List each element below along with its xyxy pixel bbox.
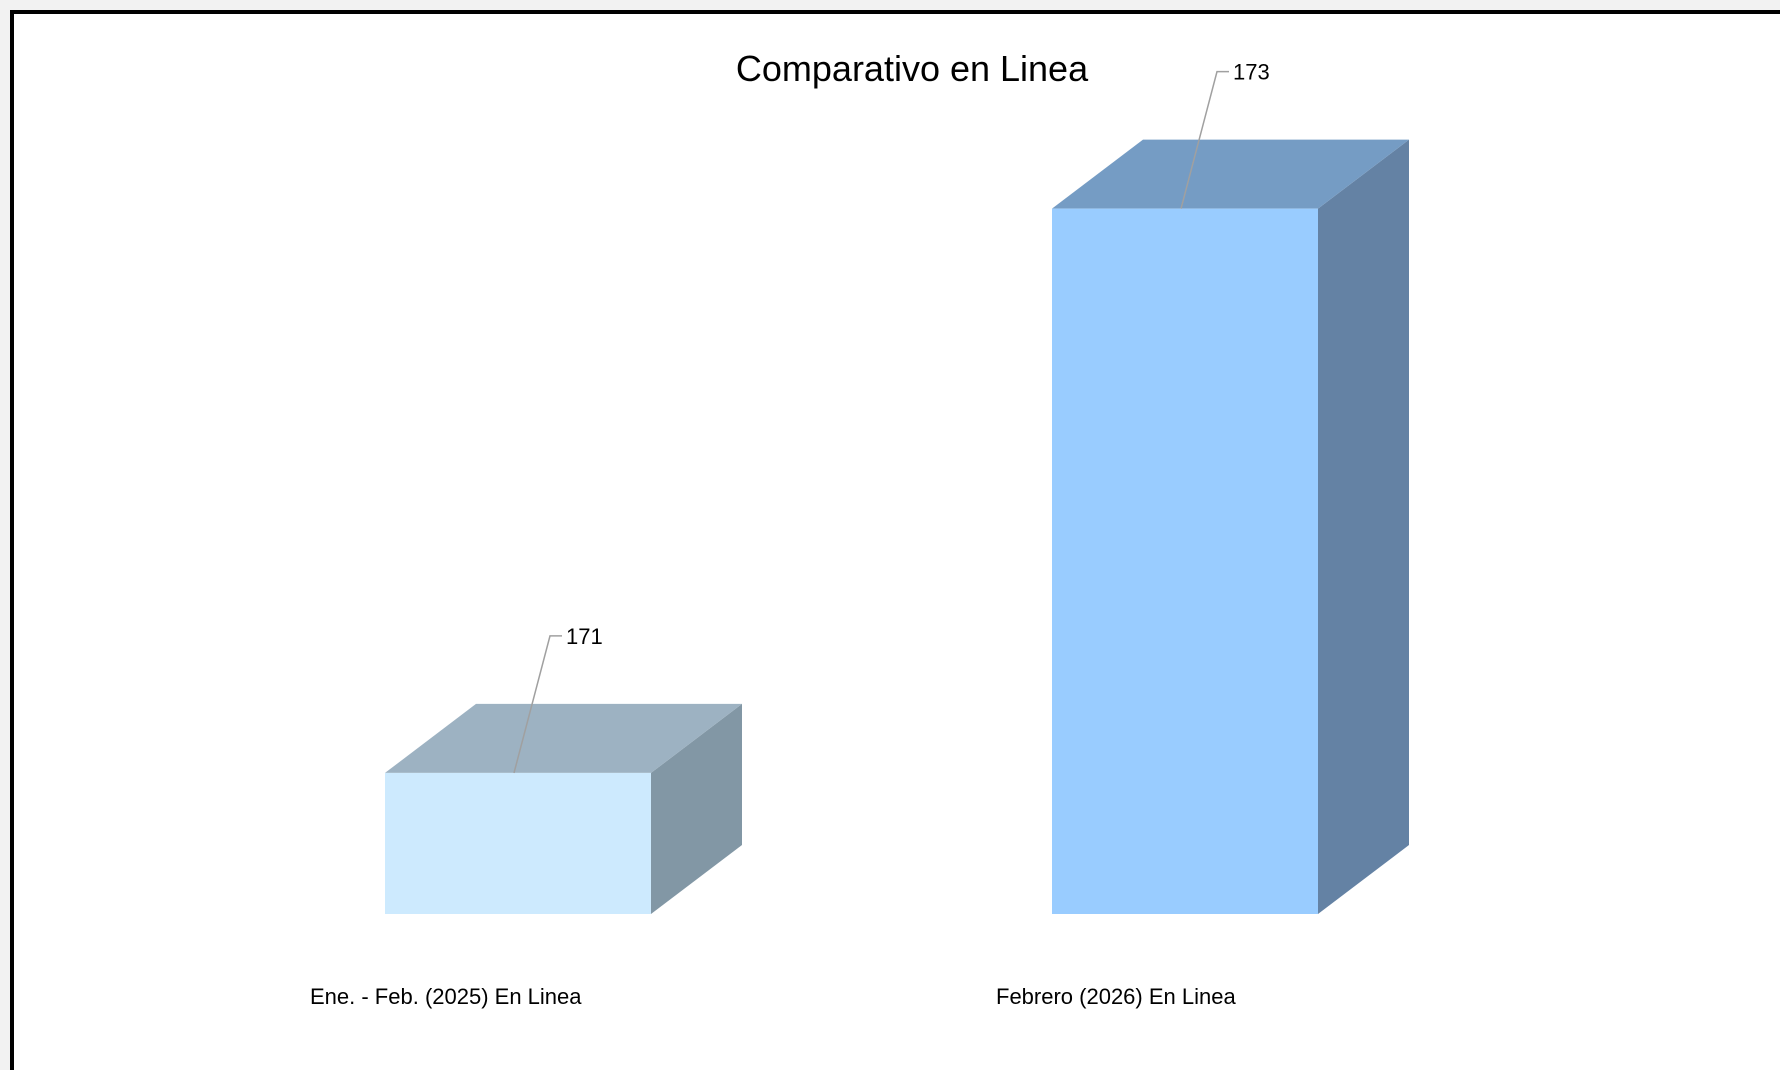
- bar-1[interactable]: [385, 773, 651, 914]
- data-label-2: 173: [1233, 60, 1270, 85]
- data-label-1: 171: [566, 624, 603, 649]
- bar-side-2: [1318, 140, 1409, 914]
- chart-frame: Comparativo en Linea 171 Ene. - Feb. (202…: [10, 10, 1780, 1070]
- bar-2[interactable]: [1052, 209, 1318, 914]
- category-label-2: Febrero (2026) En Linea: [996, 984, 1236, 1009]
- chart-plot: 171 Ene. - Feb. (2025) En Linea 173 Febrero…: [14, 14, 1780, 1037]
- category-label-1: Ene. - Feb. (2025) En Linea: [310, 984, 582, 1009]
